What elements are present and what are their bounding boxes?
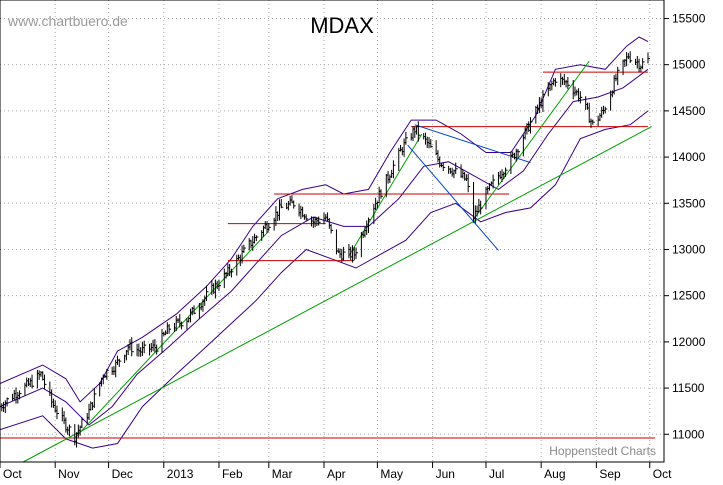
y-tick-label-14000: 14000 — [672, 150, 706, 164]
x-tick-label-12: Oct — [653, 467, 672, 481]
y-tick-label-15000: 15000 — [672, 58, 706, 72]
x-tick-label-5: Mar — [272, 467, 293, 481]
x-tick-label-10: Aug — [544, 467, 565, 481]
y-tick-label-13500: 13500 — [672, 196, 706, 210]
y-tick-label-12500: 12500 — [672, 289, 706, 303]
y-tick-label-15500: 15500 — [672, 11, 706, 25]
x-tick-label-2: Dec — [112, 467, 133, 481]
x-tick-label-8: Jun — [436, 467, 455, 481]
price-bars — [0, 51, 650, 448]
y-tick-label-12000: 12000 — [672, 335, 706, 349]
grid — [0, 0, 664, 462]
x-tick-label-6: Apr — [327, 467, 346, 481]
y-axis: 11000 11500 12000 12500 13000 13500 14000 14500… — [664, 11, 706, 441]
x-axis: Oct Nov Dec 2013 Feb Mar Apr May Jun Jul Aug Sep Oct — [0, 462, 672, 481]
band-lower — [0, 110, 649, 449]
trend-line-3 — [474, 60, 590, 218]
support-resistance-lines — [0, 71, 656, 439]
band-middle — [0, 68, 649, 426]
y-tick-label-14500: 14500 — [672, 104, 706, 118]
y-tick-label-13000: 13000 — [672, 242, 706, 256]
x-tick-label-3: 2013 — [167, 467, 194, 481]
y-tick-label-11500: 11500 — [672, 381, 705, 395]
x-tick-label-11: Sep — [599, 467, 621, 481]
x-tick-label-4: Feb — [222, 467, 243, 481]
x-tick-label-0: Oct — [3, 467, 22, 481]
x-tick-label-1: Nov — [58, 467, 79, 481]
y-tick-label-11000: 11000 — [672, 427, 705, 441]
x-tick-label-7: May — [380, 467, 403, 481]
plot-frame — [0, 0, 665, 463]
chart-title: MDAX — [310, 13, 374, 38]
watermark: www.chartbuero.de — [7, 13, 128, 29]
trend-lines — [22, 60, 652, 463]
trend-line-0 — [22, 126, 652, 463]
trend-line-5 — [407, 144, 499, 251]
source-credit: Hoppenstedt Charts — [549, 444, 656, 458]
x-tick-label-9: Jul — [489, 467, 504, 481]
